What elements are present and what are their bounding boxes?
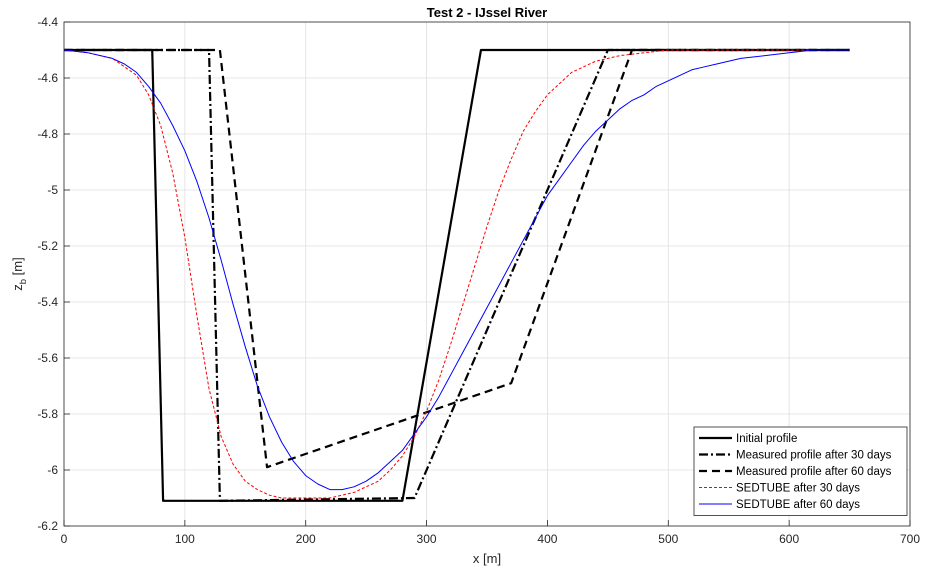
legend-label-1: Measured profile after 30 days xyxy=(736,450,892,462)
y-tick-label: -6.2 xyxy=(37,519,58,533)
legend-label-2: Measured profile after 60 days xyxy=(736,466,892,478)
x-tick-label: 0 xyxy=(61,532,68,546)
axis-ticks: 0 100 200 300 400 500 600 700 -6.2 -6 -5.8 -5.6 -5.4… xyxy=(37,15,920,546)
x-tick-label: 100 xyxy=(175,532,195,546)
y-tick-label: -4.6 xyxy=(37,71,58,85)
y-tick-label: -5 xyxy=(47,183,58,197)
legend: Initial profile Measured profile after 30… xyxy=(693,426,908,516)
y-tick-label: -4.8 xyxy=(37,127,58,141)
y-axis-label: zb [m] xyxy=(10,257,29,290)
legend-label-0: Initial profile xyxy=(736,433,797,445)
y-tick-label: -5.2 xyxy=(37,239,58,253)
x-tick-label: 600 xyxy=(779,532,799,546)
legend-label-3: SEDTUBE after 30 days xyxy=(736,483,860,495)
y-axis-label-main: z xyxy=(10,284,25,291)
x-tick-label: 400 xyxy=(537,532,557,546)
y-tick-label: -4.4 xyxy=(37,15,58,29)
y-tick-label: -5.6 xyxy=(37,351,58,365)
legend-label-4: SEDTUBE after 60 days xyxy=(736,499,860,511)
x-axis-label: x [m] xyxy=(473,551,501,566)
plot-frame xyxy=(63,21,911,527)
y-axis-label-unit: [m] xyxy=(10,257,25,279)
series-lines xyxy=(63,48,850,502)
chart-title: Test 2 - IJssel River xyxy=(427,5,547,20)
x-tick-label: 300 xyxy=(417,532,437,546)
y-axis-label-subscript: b xyxy=(18,279,29,284)
x-tick-label: 500 xyxy=(658,532,678,546)
y-tick-label: -5.4 xyxy=(37,295,58,309)
x-tick-label: 700 xyxy=(900,532,920,546)
y-tick-label: -5.8 xyxy=(37,407,58,421)
series-line-4 xyxy=(63,49,850,491)
series-line-3 xyxy=(63,49,850,499)
y-tick-label: -6 xyxy=(47,463,58,477)
x-tick-label: 200 xyxy=(296,532,316,546)
